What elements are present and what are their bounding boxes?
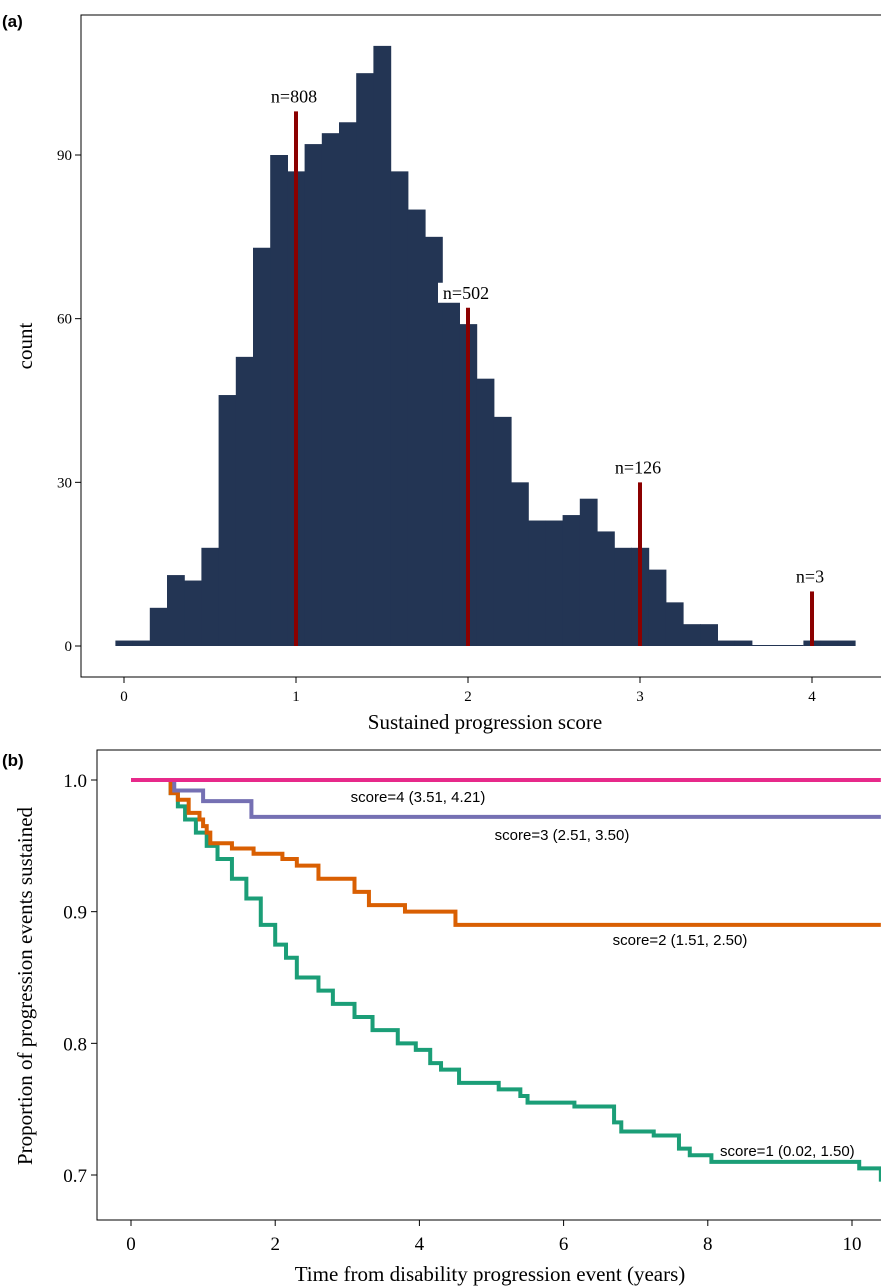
x-tick-label: 3 [636,689,644,705]
histogram-bar [614,547,632,646]
histogram-bar [648,569,667,646]
histogram-bar [562,515,581,646]
histogram-bar [597,531,615,646]
x-tick-label: 8 [703,1234,713,1255]
panel-a-y-ticks: 0 30 60 90 [57,148,81,655]
y-tick-label: 90 [57,148,72,164]
y-tick-label: 60 [57,312,72,328]
panel-a-reference-lines: n=808 n=502 n=126 n=3 [266,86,838,646]
panel-a-x-axis-title: Sustained progression score [368,710,602,734]
x-tick-label: 0 [120,689,128,705]
y-tick-label: 0 [65,639,73,655]
histogram-bar [270,155,288,646]
panel-a-label: (a) [2,12,23,31]
x-tick-label: 4 [808,689,816,705]
histogram-bar [700,624,718,646]
panel-a-histogram: (a) n=808 n=502 n=126 n=3 0 1 2 3 4 0 30 60 90 Sus… [2,12,881,734]
panel-a-plot-frame [80,14,881,678]
y-tick-label: 1.0 [63,771,87,792]
x-tick-label: 0 [126,1234,136,1255]
histogram-bar [717,640,736,646]
y-tick-label: 0.8 [63,1034,87,1055]
histogram-bar [149,607,168,646]
histogram-bar [132,640,151,646]
series-label: score=2 (1.51, 2.50) [613,932,748,949]
y-tick-label: 30 [57,475,72,491]
panel-b-x-axis-title: Time from disability progression event (… [295,1262,686,1286]
panel-b-y-axis-title: Proportion of progression events sustain… [13,806,37,1165]
histogram-bar [253,247,271,646]
x-tick-label: 4 [415,1234,425,1255]
histogram-bar [167,575,185,646]
histogram-bar [201,547,220,646]
histogram-bar [425,236,443,647]
histogram-bar [442,285,460,646]
x-tick-label: 10 [843,1234,862,1255]
histogram-bar [218,395,237,646]
histogram-bar [390,171,409,646]
histogram-bar [528,520,546,646]
series-label: score=1 (0.02, 1.50) [720,1143,855,1160]
histogram-bar [356,73,374,646]
x-tick-label: 2 [464,689,472,705]
histogram-bar [734,640,753,646]
panel-b-survival: (b) score=4 (3.51, 4.21) score=3 (2.51, 3… [2,749,881,1286]
histogram-bar [545,520,564,646]
histogram-bar [820,640,839,646]
histogram-bar [579,498,598,646]
histogram-bar [476,378,495,646]
histogram-bar [837,640,856,646]
y-tick-label: 0.9 [63,903,87,924]
panel-a-y-axis-title: count [13,323,37,370]
survival-curve [131,778,881,927]
histogram-bar [407,209,426,647]
panel-b-y-ticks: 0.7 0.8 0.9 1.0 [63,771,97,1187]
panel-b-x-ticks: 0 2 4 6 8 10 [126,1220,862,1255]
histogram-bar [665,602,684,646]
histogram-bar [339,122,357,647]
histogram-bar [511,482,529,646]
reference-label-background [782,566,838,587]
panel-a-x-ticks: 0 1 2 3 4 [120,677,816,705]
histogram-bar [683,624,701,646]
panel-b-plot-frame [96,749,881,1221]
reference-label-background [266,86,322,107]
histogram-bar [115,640,134,646]
panel-a-bars [115,45,856,647]
panel-b-series-lines [131,778,881,1182]
reference-line-label: n=808 [271,86,317,106]
series-label: score=4 (3.51, 4.21) [351,789,486,806]
x-tick-label: 1 [292,689,300,705]
panel-b-label: (b) [2,751,24,770]
reference-line-label: n=126 [615,457,661,477]
x-tick-label: 2 [270,1234,280,1255]
reference-line-label: n=502 [443,283,489,303]
survival-curve [131,778,881,1182]
histogram-bar [235,356,254,646]
reference-label-background [438,282,494,303]
survival-curve [131,778,881,819]
histogram-bar [184,580,202,646]
y-tick-label: 0.7 [63,1166,87,1187]
reference-line-label: n=3 [796,566,824,586]
histogram-bar [321,133,340,646]
histogram-bar [373,45,392,646]
series-label: score=3 (2.51, 3.50) [495,827,630,844]
histogram-bar [304,144,323,647]
panel-b-series-labels: score=4 (3.51, 4.21) score=3 (2.51, 3.50)… [351,789,855,1160]
x-tick-label: 6 [559,1234,569,1255]
histogram-bar [493,416,512,646]
reference-label-background [610,457,666,478]
